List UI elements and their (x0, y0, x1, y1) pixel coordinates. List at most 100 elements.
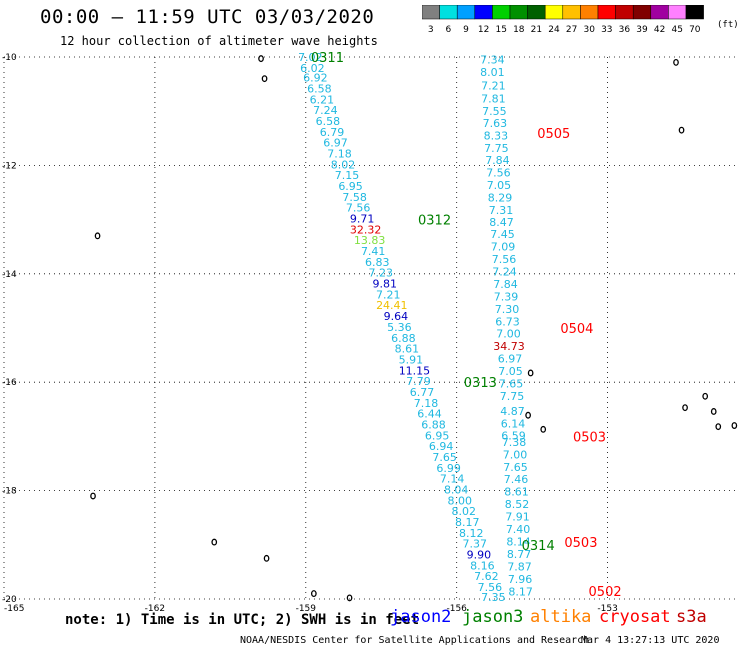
swh-value-left-track: 7.02 (298, 51, 323, 64)
island-outline (540, 425, 547, 433)
swh-value-left-track: 7.14 (440, 473, 465, 486)
swh-value-left-track: 7.65 (432, 451, 457, 464)
colorbar-tick-label: 70 (689, 25, 701, 35)
swh-value-left-track: 8.12 (459, 527, 484, 540)
colorbar-tick-label: 36 (619, 25, 631, 35)
pass-label: 0505 (537, 127, 570, 142)
lat-tick-label: -20 (2, 595, 17, 605)
swh-value-left-track: 11.15 (399, 364, 431, 377)
swh-value-right-track: 7.31 (489, 204, 514, 217)
island-outline (682, 404, 688, 412)
swh-value-left-track: 6.94 (429, 440, 454, 453)
colorbar-tick-label: 9 (463, 25, 469, 35)
island-outline (715, 423, 722, 431)
island-outline (90, 492, 96, 500)
colorbar-tick-label: 21 (531, 25, 542, 35)
swh-value-left-track: 8.02 (331, 158, 356, 171)
island-outline (710, 408, 717, 415)
swh-value-left-track: 7.21 (376, 288, 401, 301)
island-outline (731, 422, 738, 430)
swh-value-right-track: 7.91 (505, 511, 530, 524)
swh-value-right-track: 8.77 (507, 548, 532, 561)
island-outline (310, 590, 317, 598)
pass-label: 0504 (560, 322, 593, 337)
swh-value-left-track: 6.95 (338, 180, 363, 193)
swh-value-right-track: 7.24 (492, 266, 517, 279)
swh-value-right-track: 7.34 (480, 54, 505, 67)
swh-value-left-track: 7.23 (368, 267, 393, 280)
swh-value-left-track: 7.15 (335, 169, 360, 182)
swh-value-left-track: 8.61 (395, 343, 420, 356)
page-subtitle: 12 hour collection of altimeter wave hei… (60, 34, 378, 48)
wave-height-map: -10-12-14-16-18-20-165-162-159-156-153-1… (2, 51, 738, 614)
swh-value-right-track: 6.97 (498, 352, 523, 365)
pass-label: 0314 (522, 539, 555, 554)
colorbar-tick-label: 18 (513, 25, 525, 35)
swh-value-left-track: 9.71 (350, 213, 375, 226)
swh-value-right-track: 7.84 (485, 154, 510, 167)
swh-value-right-track: 7.65 (503, 461, 528, 474)
colorbar-tick-label: 39 (636, 25, 648, 35)
swh-value-right-track: 7.96 (508, 573, 533, 586)
swh-value-left-track: 8.02 (451, 505, 476, 518)
generated-timestamp: Mar 4 13:27:13 UTC 2020 (581, 635, 720, 646)
swh-value-right-track: 7.75 (500, 390, 525, 403)
colorbar-swatch (685, 5, 704, 20)
lon-tick-label: -153 (597, 604, 617, 614)
swh-value-left-track: 7.35 (481, 591, 506, 604)
swh-value-left-track: 5.36 (387, 321, 412, 334)
swh-value-left-track: 6.79 (320, 126, 345, 139)
swh-value-left-track: 5.91 (399, 353, 424, 366)
swh-value-left-track: 13.83 (354, 234, 386, 247)
swh-value-left-track: 8.04 (444, 484, 469, 497)
swh-value-left-track: 6.92 (303, 72, 328, 85)
swh-value-left-track: 6.77 (410, 386, 435, 399)
swh-value-left-track: 7.41 (361, 245, 386, 258)
lon-tick-label: -156 (446, 604, 467, 614)
swh-value-right-track: 7.63 (483, 117, 508, 130)
swh-value-right-track: 7.09 (491, 241, 516, 254)
swh-value-left-track: 9.81 (373, 278, 398, 291)
swh-value-left-track: 6.44 (417, 408, 442, 421)
swh-value-right-track: 7.65 (499, 377, 524, 390)
colorbar: 3 6 9 12 15 18 21 24 27 30 33 36 39 42 45 70 (422, 5, 704, 35)
swh-value-left-track: 32.32 (350, 223, 382, 236)
colorbar-tick-label: 12 (478, 25, 489, 35)
colorbar-unit: (ft) (717, 20, 739, 30)
colorbar-tick-label: 45 (671, 25, 682, 35)
swh-value-left-track: 6.02 (300, 62, 325, 75)
swh-value-left-track: 7.24 (313, 104, 338, 117)
legend-cryosat: cryosat (599, 607, 671, 627)
lat-tick-label: -16 (2, 378, 17, 388)
pass-label: 0311 (311, 51, 344, 66)
swh-value-right-track: 6.14 (501, 417, 526, 430)
swh-value-left-track: 6.58 (307, 82, 332, 95)
swh-value-left-track: 9.90 (467, 549, 492, 562)
swh-value-right-track: 4.87 (500, 405, 525, 418)
swh-value-right-track: 7.45 (490, 228, 515, 241)
swh-value-right-track: 7.21 (481, 80, 506, 93)
pass-label: 0312 (418, 214, 451, 229)
swh-value-right-track: 7.00 (496, 327, 521, 340)
swh-value-right-track: 8.14 (506, 536, 531, 549)
footer-credit: NOAA/NESDIS Center for Satellite Applica… (240, 635, 590, 646)
lat-tick-label: -10 (2, 53, 17, 63)
colorbar-tick-label: 24 (548, 25, 560, 35)
legend-jason2: jason2 (390, 607, 452, 627)
pass-label: 0503 (564, 536, 597, 551)
island-outline (261, 75, 268, 83)
colorbar-tick-label: 42 (654, 25, 665, 35)
island-outline (211, 538, 218, 546)
lon-tick-label: -159 (296, 604, 317, 614)
swh-value-left-track: 8.16 (470, 559, 495, 572)
swh-value-left-track: 6.83 (365, 256, 390, 269)
island-outline (258, 55, 264, 63)
island-outline (346, 594, 353, 602)
island-outline (527, 369, 534, 377)
swh-value-right-track: 7.30 (495, 303, 520, 316)
swh-value-right-track: 8.61 (504, 486, 529, 499)
swh-value-right-track: 7.55 (482, 105, 507, 118)
lat-tick-label: -12 (2, 161, 17, 171)
swh-value-right-track: 8.17 (508, 585, 533, 598)
swh-value-left-track: 9.64 (384, 310, 409, 323)
